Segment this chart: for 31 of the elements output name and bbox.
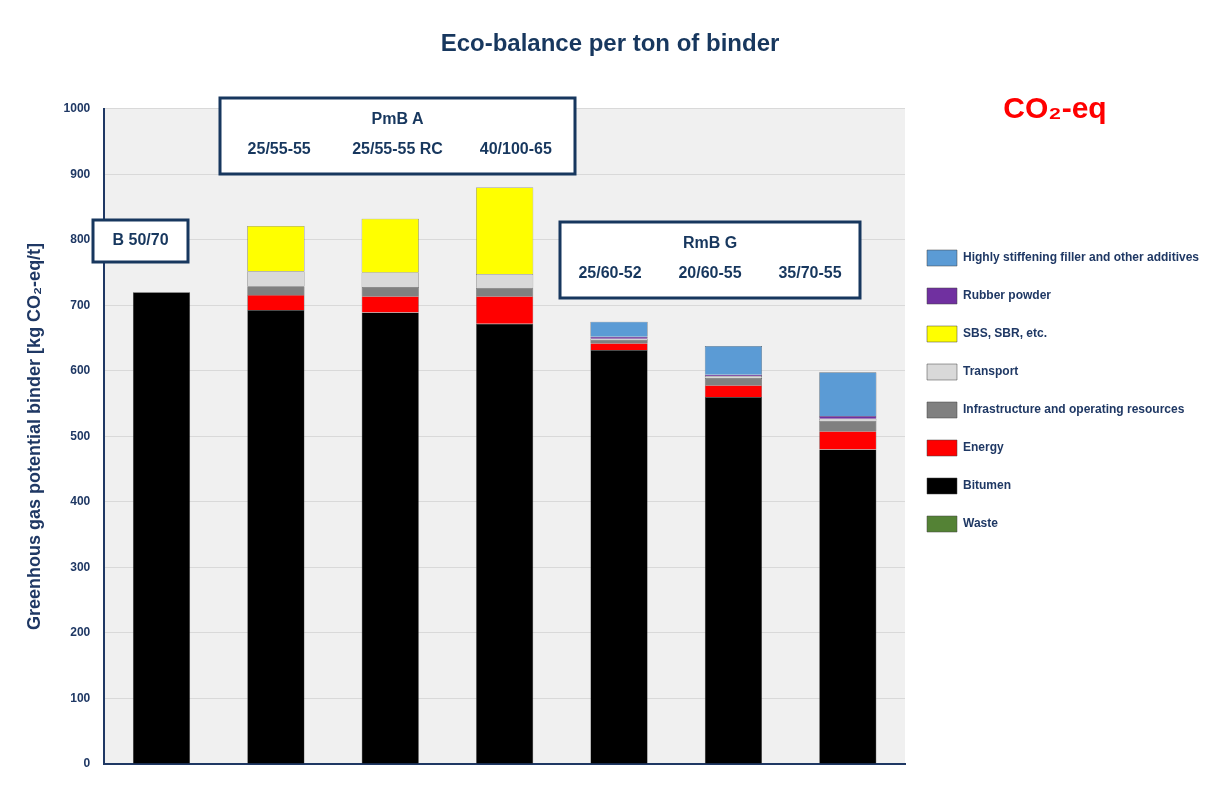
y-tick-label: 900 (70, 166, 91, 181)
annotation: 35/70-55 (778, 264, 842, 282)
legend-label: Energy (963, 440, 1005, 455)
y-tick-label: 200 (70, 625, 91, 640)
annotation: 25/55-55 (247, 140, 311, 158)
legend-label: Waste (963, 516, 999, 531)
legend-label: Highly stiffening filler and other additives (963, 250, 1200, 265)
y-tick-label: 300 (70, 559, 91, 574)
annotation: PmB A (371, 110, 424, 128)
y-tick-label: 0 (83, 756, 91, 771)
annotation: 40/100-65 (479, 140, 552, 158)
chart-title: Eco-balance per ton of binder (440, 29, 780, 57)
y-tick-label: 400 (70, 494, 91, 509)
annotation: B 50/70 (112, 231, 169, 249)
annotation: RmB G (682, 234, 738, 252)
annotation: 20/60-55 (678, 264, 742, 282)
y-tick-label: 700 (70, 297, 91, 312)
annotation: 25/60-52 (578, 264, 642, 282)
y-tick-label: 800 (70, 232, 91, 247)
y-axis-title: Greenhous gas potential binder [kg CO₂-eq/t] (23, 242, 44, 630)
y-tick-label: 100 (70, 690, 91, 705)
legend-label: Infrastructure and operating resources (963, 402, 1185, 417)
legend-label: Transport (963, 364, 1019, 379)
legend-label: Bitumen (963, 478, 1011, 493)
y-tick-label: 1000 (63, 101, 91, 116)
legend-label: Rubber powder (963, 288, 1052, 303)
y-tick-label: 500 (70, 428, 91, 443)
legend-label: SBS, SBR, etc. (963, 326, 1048, 341)
text: CO₂-eq (1003, 91, 1107, 125)
y-tick-label: 600 (70, 363, 91, 378)
annotation: 25/55-55 RC (352, 140, 444, 158)
